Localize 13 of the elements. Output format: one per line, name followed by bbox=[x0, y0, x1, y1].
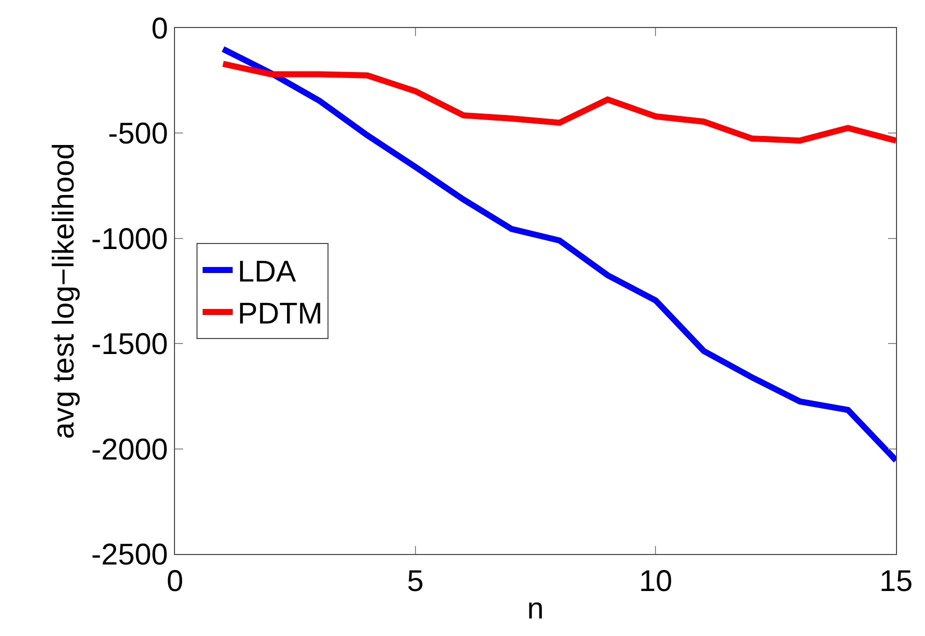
x-tick-label: 15 bbox=[879, 565, 913, 598]
y-tick-label: -2500 bbox=[91, 538, 168, 572]
x-tick-label: 5 bbox=[406, 565, 424, 598]
legend-label: LDA bbox=[238, 256, 296, 289]
y-tick-label: -1500 bbox=[91, 328, 168, 362]
legend-label: PDTM bbox=[238, 298, 323, 331]
y-tick-label: 0 bbox=[151, 12, 168, 46]
y-tick-label: -500 bbox=[108, 118, 168, 151]
x-tick-label: 10 bbox=[638, 565, 672, 598]
x-axis-title: n bbox=[527, 592, 544, 626]
y-tick-label: -2000 bbox=[91, 433, 168, 466]
y-axis-title: avg test log−likelihood bbox=[47, 142, 80, 440]
y-tick-label: -1000 bbox=[91, 222, 168, 256]
